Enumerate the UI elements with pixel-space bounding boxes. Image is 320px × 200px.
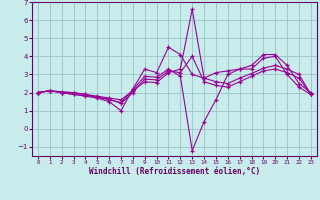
X-axis label: Windchill (Refroidissement éolien,°C): Windchill (Refroidissement éolien,°C) [89, 167, 260, 176]
